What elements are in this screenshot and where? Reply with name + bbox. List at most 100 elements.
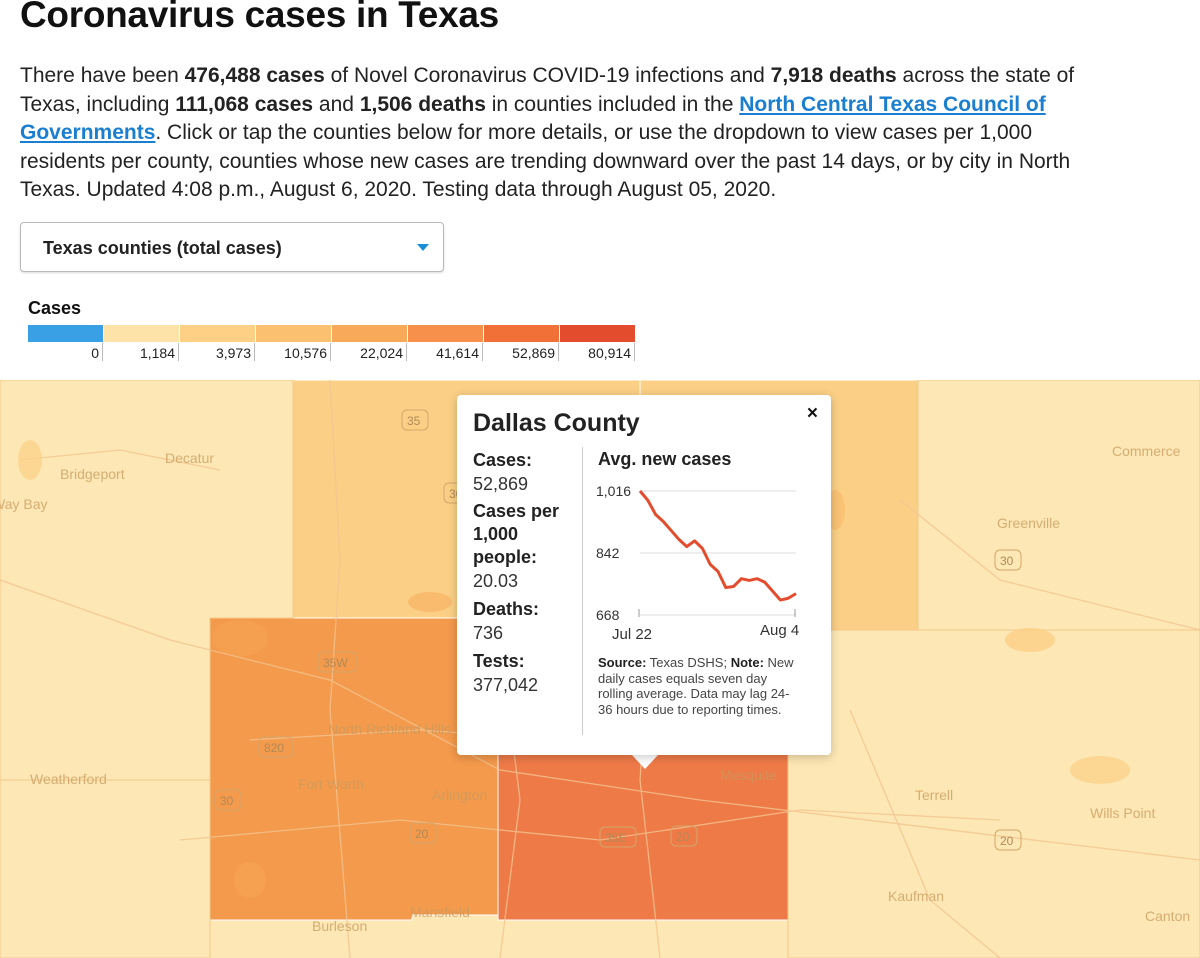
cases-label: Cases:: [473, 450, 533, 470]
view-select-dropdown[interactable]: Texas counties (total cases): [20, 222, 444, 272]
source-label: Source:: [598, 655, 647, 670]
tooltip-cases: Cases: 52,869: [473, 449, 581, 496]
dropdown-selected-value: Texas counties (total cases): [43, 238, 282, 258]
legend-title: Cases: [28, 298, 82, 318]
county-parker[interactable]: [0, 779, 211, 958]
city-label-bridgeport: Bridgeport: [60, 466, 125, 482]
intro-text: There have been: [20, 64, 185, 87]
county-tooltip: × Dallas County Cases: 52,869 Cases per …: [457, 395, 831, 755]
lakes: [18, 440, 1130, 898]
intro-text: . Click or tap the counties below for mo…: [155, 121, 1033, 144]
county-hunt[interactable]: [917, 380, 1200, 631]
city-label-mansfield: Mansfield: [410, 904, 470, 920]
city-label-kaufman: Kaufman: [888, 888, 944, 904]
cases-per-1000-label: Cases per 1,000 people:: [473, 501, 560, 567]
city-label-arlington: Arlington: [432, 787, 487, 803]
source-text: Texas DSHS;: [646, 655, 731, 670]
region-cases: 111,068 cases: [175, 92, 314, 116]
chart-series-line: [638, 490, 797, 602]
city-label-north-richland-hills: North Richland Hills: [328, 721, 451, 737]
note-label: Note:: [730, 655, 764, 670]
interstate-shield-icon: 35W: [317, 651, 357, 673]
intro-line: residents per county, counties whose new…: [20, 148, 1200, 177]
cases-per-1000-value: 20.03: [473, 571, 519, 591]
interstate-shield-icon: 20: [409, 822, 437, 844]
city-label-wills-point: Wills Point: [1090, 805, 1155, 821]
chart-source-note: Source: Texas DSHS; Note: New daily case…: [598, 655, 803, 717]
city-label-way-bay: Way Bay: [0, 496, 48, 512]
tooltip-divider: [582, 447, 583, 735]
cases-value: 52,869: [473, 474, 529, 494]
city-label-fort-worth: Fort Worth: [298, 776, 364, 792]
interstate-shield-icon: 20: [670, 825, 698, 847]
total-cases: 476,488 cases: [184, 64, 325, 87]
chart-x-tick-label: Jul 22: [612, 626, 652, 643]
legend-swatch: [104, 325, 179, 342]
intro-text: across the state of: [896, 64, 1075, 87]
chart-y-tick-label: 668: [596, 607, 620, 623]
legend-tick-label: 1,184: [104, 343, 179, 361]
city-label-canton: Canton: [1145, 908, 1190, 924]
tests-value: 377,042: [473, 675, 539, 695]
svg-text:20: 20: [676, 830, 690, 844]
tooltip-county-name: Dallas County: [473, 409, 640, 437]
nctcog-link[interactable]: North Central Texas Council of: [739, 92, 1046, 116]
intro-text: residents per county, counties whose new…: [20, 149, 1071, 173]
interstate-shield-icon: 20: [994, 829, 1022, 851]
svg-text:35E: 35E: [605, 831, 626, 845]
legend-tick-label: 80,914: [560, 343, 635, 361]
tests-label: Tests:: [473, 651, 525, 671]
intro-text: of Novel Coronavirus COVID-19 infections…: [324, 64, 771, 87]
chevron-down-icon: [417, 244, 429, 251]
tooltip-deaths: Deaths: 736: [473, 598, 581, 645]
interstate-shield-icon: 35E: [599, 826, 637, 848]
tooltip-cases-per-1000: Cases per 1,000 people: 20.03: [473, 500, 581, 593]
deaths-value: 736: [473, 623, 504, 643]
city-label-terrell: Terrell: [915, 787, 953, 803]
intro-text: in counties included in the: [485, 92, 740, 116]
intro-text: and: [313, 92, 360, 116]
legend-swatch: [256, 325, 331, 342]
interstate-shield-icon: 820: [258, 736, 294, 758]
city-label-greenville: Greenville: [997, 515, 1060, 531]
legend-tick-label: 10,576: [256, 343, 331, 361]
page-title: Coronavirus cases in Texas: [20, 0, 499, 35]
city-label-weatherford: Weatherford: [30, 771, 107, 787]
legend-swatch: [484, 325, 559, 342]
svg-text:820: 820: [264, 741, 284, 755]
nctcog-link-continued[interactable]: Governments: [20, 121, 156, 144]
tooltip-tests: Tests: 377,042: [473, 650, 581, 697]
avg-new-cases-chart: 1,016 842 668 Jul 22 Aug 4: [596, 483, 799, 643]
intro-paragraph: There have been 476,488 cases of Novel C…: [20, 62, 1200, 205]
city-label-burleson: Burleson: [312, 918, 367, 934]
legend-tick-label: 41,614: [408, 343, 483, 361]
county-wise[interactable]: [0, 380, 294, 781]
interstate-shield-icon: 30: [214, 789, 242, 811]
intro-line: Texas, including 111,068 cases and 1,506…: [20, 91, 1200, 120]
legend-tick-label: 52,869: [484, 343, 559, 361]
svg-text:20: 20: [415, 827, 429, 841]
interstate-shield-icon: 30: [994, 549, 1022, 571]
chart-y-tick-label: 1,016: [596, 483, 631, 499]
chart-x-tick-label: Aug 4: [760, 622, 799, 639]
note-text: New daily cases equals seven day rolling…: [598, 655, 794, 717]
legend-tick-label: 3,973: [180, 343, 255, 361]
close-icon[interactable]: ×: [806, 403, 818, 424]
chart-title: Avg. new cases: [598, 449, 732, 469]
intro-line: Texas. Updated 4:08 p.m., August 6, 2020…: [20, 176, 1200, 205]
tooltip-pointer: [632, 755, 658, 769]
legend-swatch: [28, 325, 103, 342]
svg-text:35: 35: [407, 414, 421, 428]
county-kaufman[interactable]: [787, 629, 1200, 958]
city-label-decatur: Decatur: [165, 450, 214, 466]
legend-swatch: [408, 325, 483, 342]
svg-text:30: 30: [220, 794, 234, 808]
legend-swatch: [560, 325, 635, 342]
interstate-shield-icon: 35: [401, 409, 429, 431]
city-label-commerce: Commerce: [1112, 443, 1181, 459]
updated-text: Texas. Updated 4:08 p.m., August 6, 2020…: [20, 178, 777, 201]
legend-tick-label: 22,024: [332, 343, 407, 361]
intro-line: There have been 476,488 cases of Novel C…: [20, 62, 1200, 91]
legend-swatch: [332, 325, 407, 342]
total-deaths: 7,918 deaths: [770, 64, 897, 87]
